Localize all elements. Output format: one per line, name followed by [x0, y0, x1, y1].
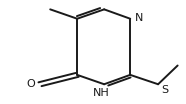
Text: S: S: [161, 85, 168, 95]
Text: NH: NH: [93, 88, 110, 98]
Text: N: N: [135, 13, 143, 23]
Text: O: O: [27, 79, 35, 89]
